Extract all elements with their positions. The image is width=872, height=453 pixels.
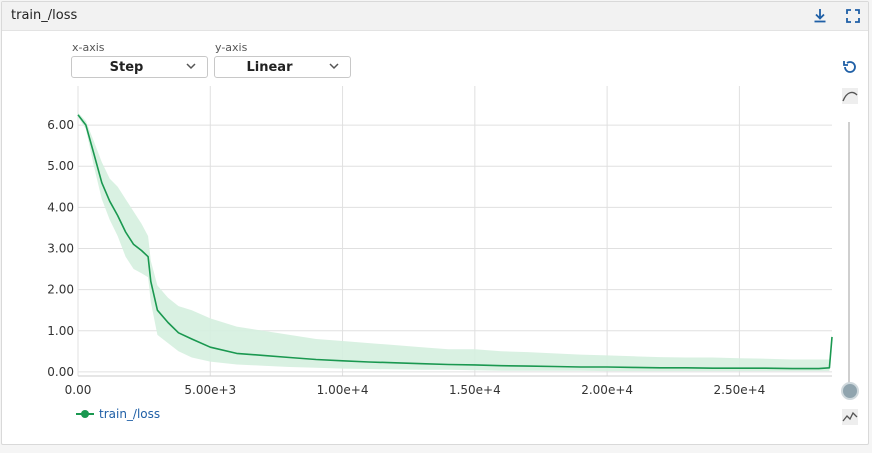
card-title: train_/loss (11, 8, 78, 23)
y-tick-label: 6.00 (47, 118, 74, 132)
series-band-area (78, 112, 832, 372)
fullscreen-icon[interactable] (843, 6, 863, 26)
smoothing-icon[interactable] (841, 87, 859, 105)
chevron-down-icon (186, 63, 196, 70)
chart-grid (77, 86, 832, 377)
scalar-card: train_/loss x-axis Step y-axis Linear 0.… (1, 1, 869, 445)
y-axis-select[interactable]: Linear (214, 56, 351, 78)
x-tick-label: 1.50e+4 (449, 383, 501, 397)
y-tick-label: 2.00 (47, 283, 74, 297)
x-axis-select[interactable]: Step (71, 56, 208, 78)
y-axis-label: y-axis (215, 41, 248, 54)
x-axis-value: Step (109, 60, 144, 75)
x-tick-label: 2.50e+4 (714, 383, 766, 397)
slider-handle[interactable] (841, 382, 859, 400)
legend-label: train_/loss (99, 407, 161, 421)
y-tick-label: 0.00 (47, 365, 74, 379)
reset-icon[interactable] (841, 58, 859, 76)
y-tick-labels: 0.00 1.00 2.00 3.00 4.00 5.00 6.00 (47, 118, 74, 379)
x-tick-labels: 0.00 5.00e+3 1.00e+4 1.50e+4 2.00e+4 2.50e+4 (65, 383, 766, 397)
x-tick-label: 2.00e+4 (581, 383, 633, 397)
x-axis-label: x-axis (72, 41, 105, 54)
y-tick-label: 1.00 (47, 324, 74, 338)
y-axis-value: Linear (246, 60, 293, 75)
y-tick-label: 3.00 (47, 241, 74, 255)
y-tick-label: 4.00 (47, 200, 74, 214)
loss-chart: 0.00 1.00 2.00 3.00 4.00 5.00 6.00 0.00 5.00e+3… (47, 86, 833, 397)
x-tick-label: 0.00 (65, 383, 92, 397)
series-line (77, 114, 833, 370)
legend-marker (76, 410, 94, 418)
y-tick-label: 5.00 (47, 159, 74, 173)
card-header: train_/loss (2, 2, 868, 31)
series-lines (77, 114, 833, 370)
raw-icon[interactable] (841, 408, 859, 426)
x-tick-label: 5.00e+3 (184, 383, 236, 397)
x-tick-label: 1.00e+4 (317, 383, 369, 397)
smoothing-slider-track[interactable] (848, 122, 850, 387)
download-icon[interactable] (810, 6, 830, 26)
series-band (78, 112, 832, 372)
chevron-down-icon (329, 63, 339, 70)
